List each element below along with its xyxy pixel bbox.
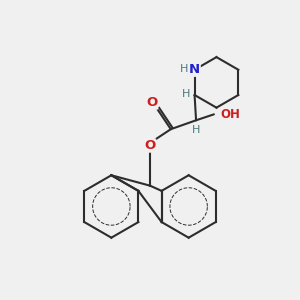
Text: O: O xyxy=(146,96,158,109)
Text: OH: OH xyxy=(220,108,240,121)
Text: N: N xyxy=(189,63,200,76)
Text: H: H xyxy=(180,64,188,74)
Text: H: H xyxy=(182,88,190,98)
Text: H: H xyxy=(192,125,200,135)
Text: O: O xyxy=(144,139,156,152)
